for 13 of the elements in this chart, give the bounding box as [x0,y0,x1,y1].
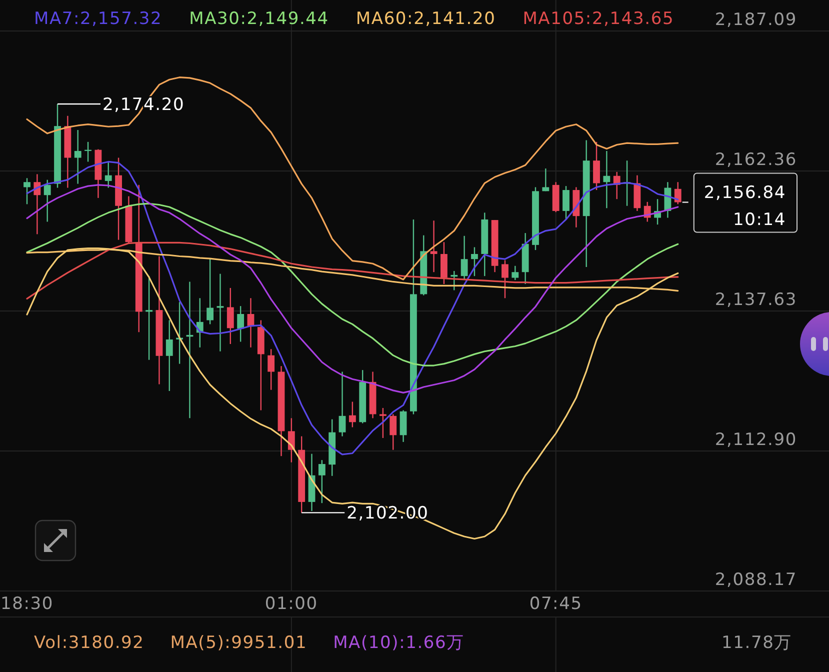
text: MA(5):9951.01 [170,633,308,653]
text: 11.78万 [722,633,792,653]
x-tick-label: 18:30 [0,594,54,614]
y-tick-label: 2,112.90 [714,430,797,450]
x-tick-label: 07:45 [529,594,582,614]
y-tick-label: 2,187.09 [714,10,797,30]
text: Vol:3180.92 [34,633,144,653]
x-tick-label: 01:00 [264,594,318,614]
text: MA(10):1.66万 [333,633,464,653]
y-tick-label: 2,088.17 [714,570,797,590]
legend: MA7:2,157.32 MA30:2,149.44 MA60:2,141.20 MA105:2,143.65 [34,9,674,29]
y-tick-label: 2,137.63 [714,290,797,310]
y-tick-label: 2,162.36 [714,150,797,170]
